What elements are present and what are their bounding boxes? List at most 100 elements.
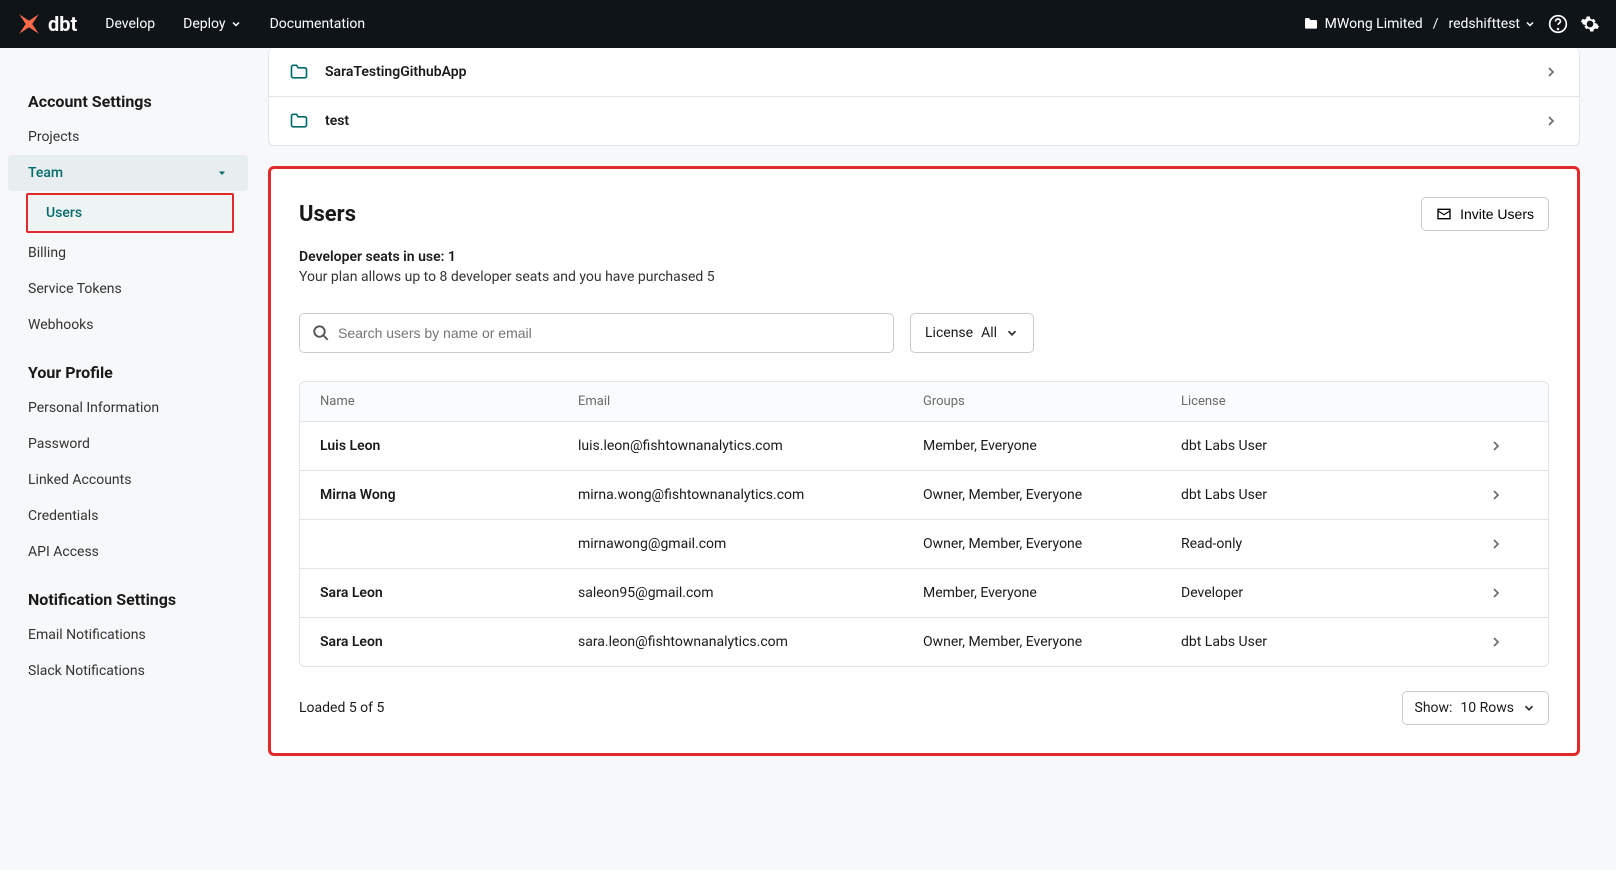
nav-links: Develop Deploy Documentation — [105, 16, 365, 32]
show-label: Show: — [1415, 700, 1453, 716]
search-input[interactable] — [338, 325, 881, 341]
nav-right: MWong Limited / redshifttest — [1303, 14, 1600, 34]
cell-license: dbt Labs User — [1181, 438, 1488, 454]
invite-users-button[interactable]: Invite Users — [1421, 197, 1549, 231]
project-row[interactable]: test — [269, 97, 1579, 145]
sidebar-item-api-access[interactable]: API Access — [0, 534, 256, 570]
users-table: Name Email Groups License Luis Leon luis… — [299, 381, 1549, 667]
dbt-logo-icon — [16, 11, 42, 37]
seats-info: Developer seats in use: 1 — [299, 249, 1549, 265]
sidebar-team-label: Team — [28, 165, 63, 181]
col-groups-header: Groups — [923, 394, 1181, 409]
sidebar-item-service-tokens[interactable]: Service Tokens — [0, 271, 256, 307]
project: redshifttest — [1448, 16, 1536, 32]
sidebar-account-settings-title: Account Settings — [0, 84, 256, 119]
top-nav: dbt Develop Deploy Documentation MWong L… — [0, 0, 1616, 48]
nav-deploy-label: Deploy — [183, 16, 225, 32]
table-row[interactable]: Luis Leon luis.leon@fishtownanalytics.co… — [300, 422, 1548, 471]
cell-groups: Owner, Member, Everyone — [923, 634, 1181, 650]
chevron-right-icon — [1488, 634, 1528, 650]
cell-email: mirna.wong@fishtownanalytics.com — [578, 487, 923, 503]
gear-icon[interactable] — [1580, 14, 1600, 34]
sidebar-item-webhooks[interactable]: Webhooks — [0, 307, 256, 343]
cell-email: luis.leon@fishtownanalytics.com — [578, 438, 923, 454]
search-box[interactable] — [299, 313, 894, 353]
sidebar-item-users[interactable]: Users — [28, 195, 232, 231]
sidebar-your-profile-title: Your Profile — [0, 355, 256, 390]
search-icon — [312, 324, 330, 342]
sidebar-notification-settings-title: Notification Settings — [0, 582, 256, 617]
cell-email: sara.leon@fishtownanalytics.com — [578, 634, 923, 650]
sidebar-item-credentials[interactable]: Credentials — [0, 498, 256, 534]
loaded-text: Loaded 5 of 5 — [299, 700, 384, 716]
users-card: Users Invite Users Developer seats in us… — [268, 166, 1580, 756]
chevron-right-icon — [1488, 487, 1528, 503]
main-content: SaraTestingGithubApp test Users Invite U… — [256, 48, 1616, 792]
col-name-header: Name — [320, 394, 578, 409]
cell-license: Developer — [1181, 585, 1488, 601]
search-row: License All — [299, 313, 1549, 353]
table-body: Luis Leon luis.leon@fishtownanalytics.co… — [300, 422, 1548, 666]
cell-name: Mirna Wong — [320, 487, 578, 503]
table-row[interactable]: Mirna Wong mirna.wong@fishtownanalytics.… — [300, 471, 1548, 520]
sidebar-item-projects[interactable]: Projects — [0, 119, 256, 155]
sidebar-item-email-notifications[interactable]: Email Notifications — [0, 617, 256, 653]
separator: / — [1433, 16, 1439, 32]
cell-license: Read-only — [1181, 536, 1488, 552]
chevron-down-icon — [1524, 18, 1536, 30]
seats-value: 1 — [448, 249, 456, 265]
envelope-icon — [1436, 207, 1452, 221]
table-row[interactable]: Sara Leon saleon95@gmail.com Member, Eve… — [300, 569, 1548, 618]
chevron-right-icon — [1543, 64, 1559, 80]
cell-groups: Owner, Member, Everyone — [923, 536, 1181, 552]
sidebar-item-password[interactable]: Password — [0, 426, 256, 462]
chevron-down-icon — [1005, 326, 1019, 340]
sidebar-item-team[interactable]: Team — [8, 155, 248, 191]
users-title: Users — [299, 202, 356, 227]
nav-develop[interactable]: Develop — [105, 16, 155, 32]
chevron-right-icon — [1543, 113, 1559, 129]
cell-name: Luis Leon — [320, 438, 578, 454]
cell-email: saleon95@gmail.com — [578, 585, 923, 601]
folder-icon — [1303, 16, 1319, 32]
sidebar-item-slack-notifications[interactable]: Slack Notifications — [0, 653, 256, 689]
org-name: MWong Limited — [1325, 16, 1423, 32]
license-filter[interactable]: License All — [910, 313, 1034, 353]
show-value: 10 Rows — [1460, 700, 1514, 716]
table-row[interactable]: Sara Leon sara.leon@fishtownanalytics.co… — [300, 618, 1548, 666]
cell-name: Sara Leon — [320, 634, 578, 650]
sidebar-item-linked-accounts[interactable]: Linked Accounts — [0, 462, 256, 498]
cell-groups: Member, Everyone — [923, 585, 1181, 601]
sidebar-item-personal-info[interactable]: Personal Information — [0, 390, 256, 426]
sidebar-item-billing[interactable]: Billing — [0, 235, 256, 271]
project-name: redshifttest — [1448, 16, 1520, 32]
cell-email: mirnawong@gmail.com — [578, 536, 923, 552]
license-filter-value: All — [981, 325, 997, 341]
table-row[interactable]: mirnawong@gmail.com Owner, Member, Every… — [300, 520, 1548, 569]
invite-users-label: Invite Users — [1460, 206, 1534, 222]
project-name: SaraTestingGithubApp — [325, 64, 1543, 80]
logo-text: dbt — [48, 12, 77, 36]
cell-license: dbt Labs User — [1181, 634, 1488, 650]
cell-license: dbt Labs User — [1181, 487, 1488, 503]
chevron-down-icon — [1522, 701, 1536, 715]
cell-groups: Owner, Member, Everyone — [923, 487, 1181, 503]
chevron-right-icon — [1488, 438, 1528, 454]
nav-documentation[interactable]: Documentation — [270, 16, 366, 32]
col-license-header: License — [1181, 394, 1488, 409]
logo[interactable]: dbt — [16, 11, 77, 37]
col-email-header: Email — [578, 394, 923, 409]
nav-deploy[interactable]: Deploy — [183, 16, 241, 32]
license-filter-label: License — [925, 325, 973, 341]
org-project-selector[interactable]: MWong Limited / redshifttest — [1303, 16, 1536, 32]
caret-down-icon — [216, 167, 228, 179]
sidebar: Account Settings Projects Team Users Bil… — [0, 48, 256, 792]
users-header: Users Invite Users — [299, 197, 1549, 231]
chevron-right-icon — [1488, 536, 1528, 552]
chevron-down-icon — [230, 18, 242, 30]
folder-icon — [289, 62, 309, 82]
project-row[interactable]: SaraTestingGithubApp — [269, 48, 1579, 97]
show-rows-selector[interactable]: Show: 10 Rows — [1402, 691, 1550, 725]
help-icon[interactable] — [1548, 14, 1568, 34]
project-list: SaraTestingGithubApp test — [268, 48, 1580, 146]
